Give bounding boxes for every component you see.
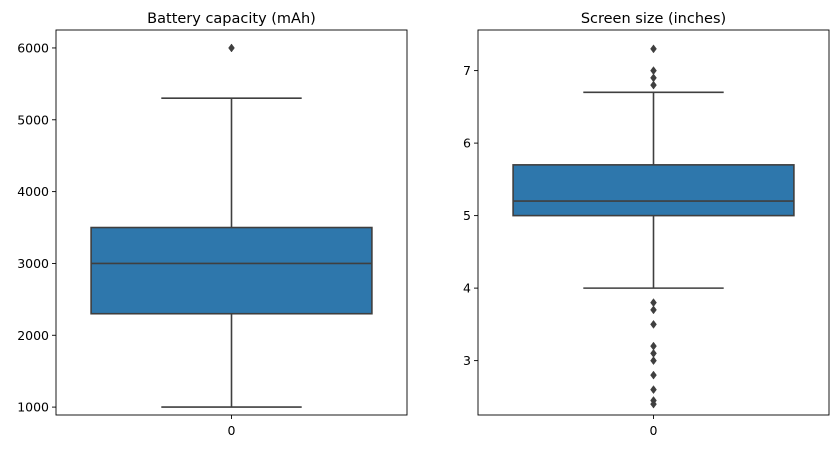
outlier-point: [650, 66, 657, 76]
screen-size-chart: Screen size (inches) 3 4 5 6 7 0: [463, 11, 830, 438]
x-tick-label: 0: [228, 423, 236, 438]
outlier-point: [650, 348, 657, 358]
iqr-box: [512, 164, 795, 217]
y-tick-label: 3000: [17, 256, 49, 271]
axes-frame: [477, 29, 830, 416]
outlier-point: [228, 43, 235, 53]
outlier-point: [650, 319, 657, 329]
y-tick-label: 6: [463, 136, 471, 151]
y-tick-label: 1000: [17, 400, 49, 415]
outlier-point: [650, 73, 657, 83]
outlier-point: [650, 298, 657, 308]
y-tick-label: 5: [463, 208, 471, 223]
outlier-point: [650, 370, 657, 380]
y-tick-label: 4000: [17, 184, 49, 199]
outlier-point: [650, 341, 657, 351]
battery-capacity-chart: Battery capacity (mAh) 1000 2000 3000 4000 5…: [17, 11, 408, 438]
outlier-point: [650, 44, 657, 54]
axes-frame: [55, 29, 408, 416]
outlier-point: [650, 305, 657, 315]
x-tick-label: 0: [650, 423, 658, 438]
y-tick-label: 6000: [17, 40, 49, 55]
y-tick-label: 7: [463, 63, 471, 78]
iqr-box: [90, 226, 373, 315]
outlier-point: [650, 399, 657, 409]
chart-title: Screen size (inches): [581, 11, 726, 27]
outlier-point: [650, 385, 657, 395]
outlier-point: [650, 80, 657, 90]
y-tick-label: 5000: [17, 112, 49, 127]
y-tick-label: 3: [463, 353, 471, 368]
chart-title: Battery capacity (mAh): [147, 11, 316, 27]
y-tick-label: 2000: [17, 328, 49, 343]
y-tick-label: 4: [463, 281, 471, 296]
outlier-point: [650, 356, 657, 366]
